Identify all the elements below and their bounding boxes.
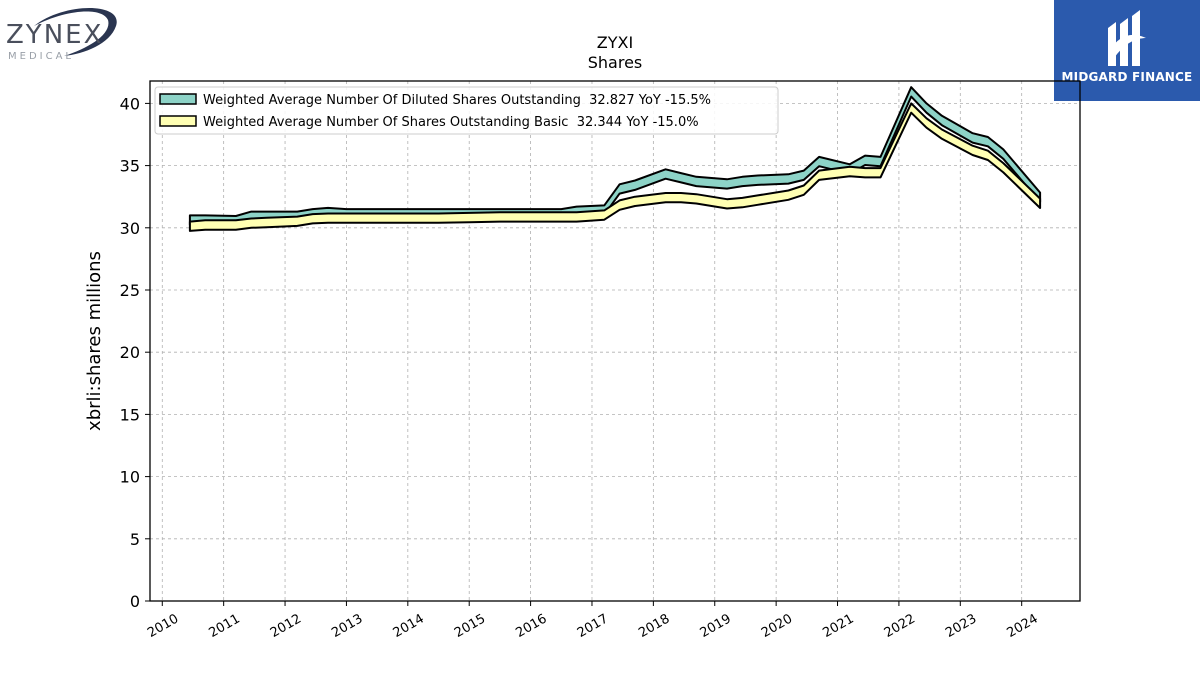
x-axis-ticks: 2010 2011 2012 2013 2014 2015 2016 2017 2018 2019… [145,601,1041,641]
x-tick-label: 2017 [575,611,611,641]
y-axis-label: xbrli:shares millions [84,251,105,431]
y-tick-label: 20 [120,343,140,362]
zynex-subtitle: MEDICAL [8,51,74,62]
x-tick-label: 2024 [1005,611,1041,641]
y-tick-label: 15 [120,405,140,424]
midgard-finance-wordmark: MIDGARD FINANCE [1061,70,1193,84]
x-tick-label: 2018 [636,611,672,641]
legend: Weighted Average Number Of Diluted Share… [154,86,779,135]
legend-swatch-basic [159,115,197,127]
chart-subtitle: Shares [588,53,643,72]
midgard-finance-logo: MIDGARD FINANCE [1054,0,1200,101]
y-tick-label: 30 [120,219,140,238]
x-tick-label: 2013 [329,611,365,641]
grid-lines [150,81,1080,602]
chart-title: ZYXI [597,33,633,52]
midgard-emblem-icon [1108,10,1146,66]
legend-swatch-diluted [159,93,197,105]
series-bands [188,86,1042,232]
x-tick-label: 2014 [391,611,427,641]
y-tick-label: 35 [120,157,140,176]
y-tick-label: 0 [130,592,140,611]
y-tick-label: 40 [120,94,140,113]
zynex-wordmark: ZYNEX [6,20,104,50]
y-tick-label: 10 [120,468,140,487]
x-tick-label: 2019 [698,611,734,641]
x-tick-label: 2023 [943,611,979,641]
x-tick-label: 2012 [268,611,304,641]
y-axis-ticks: 0 5 10 15 20 25 30 35 40 [120,94,150,611]
x-tick-label: 2021 [820,611,856,641]
plot-frame [149,80,1081,602]
legend-label-basic: Weighted Average Number Of Shares Outsta… [203,115,699,130]
legend-label-diluted: Weighted Average Number Of Diluted Share… [203,93,711,108]
zynex-medical-logo: ZYNEX MEDICAL [4,4,124,62]
x-tick-label: 2015 [452,611,488,641]
series-band-1 [188,102,1042,232]
y-tick-label: 5 [130,530,140,549]
x-tick-label: 2022 [882,611,918,641]
x-tick-label: 2016 [513,611,549,641]
x-tick-label: 2011 [207,611,243,641]
x-tick-label: 2020 [759,611,795,641]
y-tick-label: 25 [120,281,140,300]
legend-box [154,86,779,135]
x-tick-label: 2010 [145,611,181,641]
swoosh-icon [34,8,117,56]
